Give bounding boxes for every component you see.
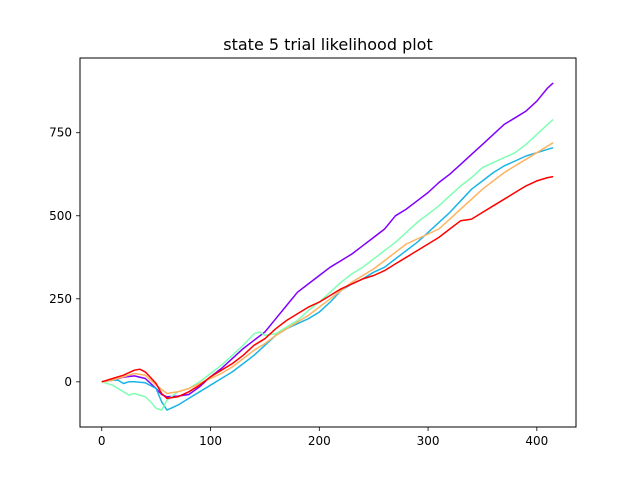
chart-title: state 5 trial likelihood plot xyxy=(223,35,432,54)
plot-frame xyxy=(79,57,577,428)
series-layer xyxy=(101,82,554,411)
series-line-4 xyxy=(101,142,554,395)
x-tick-label-2: 200 xyxy=(308,434,331,448)
series-line-5 xyxy=(101,175,554,400)
y-tick-label-2: 500 xyxy=(49,209,72,223)
x-tick-label-1: 100 xyxy=(199,434,222,448)
y-tick-label-1: 250 xyxy=(49,292,72,306)
x-axis: 0 100 200 300 400 xyxy=(98,427,548,448)
series-line-3 xyxy=(101,118,554,411)
series-line-1 xyxy=(101,82,554,398)
y-tick-label-0: 0 xyxy=(64,375,72,389)
y-tick-label-3: 750 xyxy=(49,126,72,140)
x-tick-label-4: 400 xyxy=(525,434,548,448)
plot-area xyxy=(79,57,577,428)
x-tick-label-0: 0 xyxy=(98,434,106,448)
series-line-2 xyxy=(101,146,554,411)
x-tick-label-3: 300 xyxy=(417,434,440,448)
y-axis: 0 250 500 750 xyxy=(49,126,80,389)
